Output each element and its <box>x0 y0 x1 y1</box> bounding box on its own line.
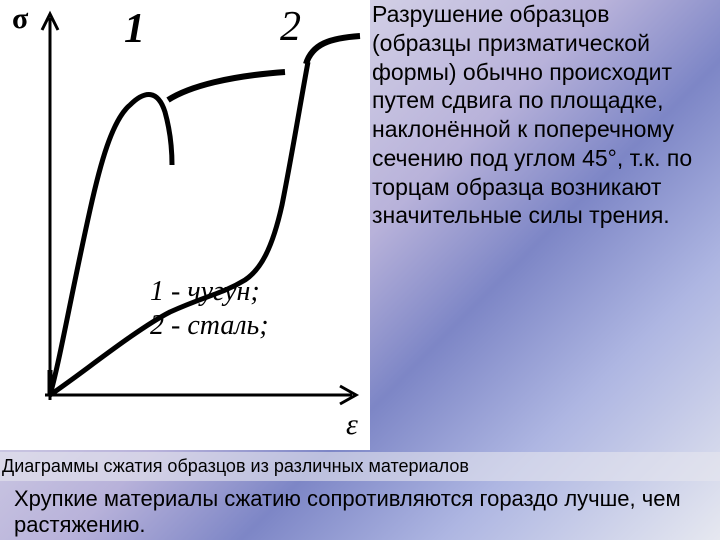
legend-line-2: 2 - сталь; <box>150 310 269 341</box>
main-paragraph: Разрушение образцов (образцы призматичес… <box>372 0 712 230</box>
diagram-svg: σ ε 1 2 1 - чугун; 2 - сталь; <box>0 0 370 450</box>
curve-2-plateau <box>306 36 360 64</box>
curve-2 <box>50 62 308 395</box>
slide: σ ε 1 2 1 - чугун; 2 - сталь; Разрушение… <box>0 0 720 540</box>
legend-line-1: 1 - чугун; <box>150 276 260 307</box>
bottom-paragraph: Хрупкие материалы сжатию сопротивляются … <box>14 486 714 539</box>
curve-1-number: 1 <box>124 6 145 52</box>
diagram-caption: Диаграммы сжатия образцов из различных м… <box>0 452 720 481</box>
curve-1-plateau <box>168 72 285 100</box>
y-axis-label: σ <box>12 2 29 35</box>
curve-2-number: 2 <box>280 4 301 50</box>
stress-strain-diagram: σ ε 1 2 1 - чугун; 2 - сталь; <box>0 0 370 450</box>
x-axis-label: ε <box>346 408 358 441</box>
